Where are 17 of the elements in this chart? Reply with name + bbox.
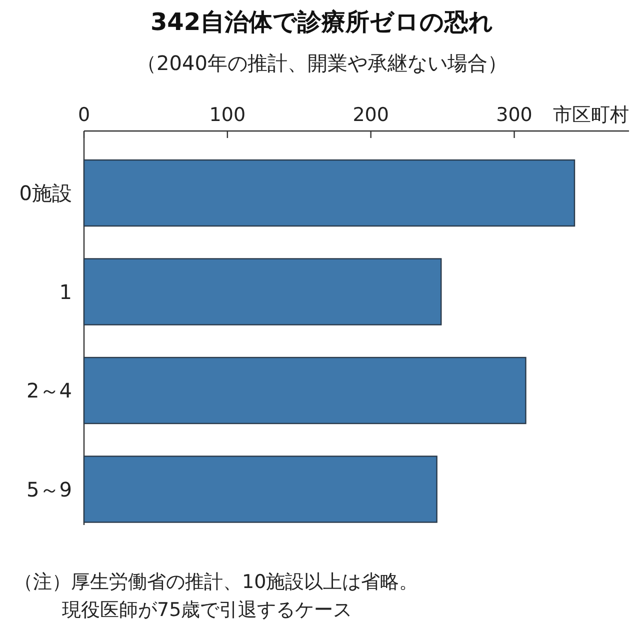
- y-tick-label: 2～4: [26, 378, 72, 402]
- y-tick-label: 0施設: [19, 181, 72, 205]
- x-tick-label: 0: [78, 104, 90, 126]
- text: （注）厚生労働省の推計、10施設以上は省略。: [14, 571, 418, 593]
- bar: [83, 159, 576, 227]
- y-tick-label: 5～9: [26, 477, 72, 502]
- y-tick-label: 1: [59, 280, 72, 304]
- x-tick-label: 100: [209, 104, 246, 126]
- x-tick-label: 200: [352, 104, 389, 126]
- chart-subtitle: （2040年の推計、開業や承継ない場合）: [136, 51, 508, 75]
- x-tick-label: 300: [496, 104, 532, 126]
- bar: [83, 258, 442, 326]
- bar: [83, 356, 526, 424]
- text: 現役医師が75歳で引退するケース: [62, 599, 352, 621]
- chart-title: 342自治体で診療所ゼロの恐れ: [150, 8, 494, 36]
- bar: [83, 456, 438, 523]
- x-axis-title: 市区町村: [553, 104, 629, 126]
